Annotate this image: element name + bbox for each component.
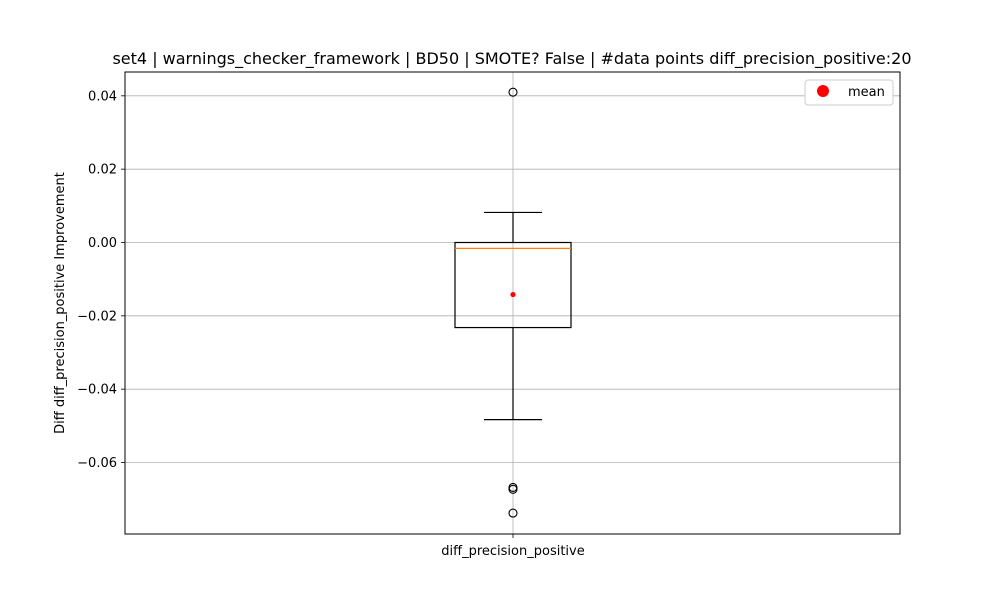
y-axis-ticks: 0.04 0.02 0.00 −0.02 −0.04 −0.06 [77,89,125,471]
interquartile-box [454,241,572,329]
legend: mean [804,79,894,106]
legend-mean-label: mean [848,85,885,100]
outlier-point [508,508,518,518]
outlier-point [508,484,518,494]
y-tick-label: −0.02 [77,309,117,324]
mean-point [510,291,516,298]
y-axis-label: Diff diff_precision_positive Improvement [53,172,68,434]
box-group [454,87,572,518]
x-tick-label: diff_precision_positive [441,544,584,559]
x-axis-ticks: diff_precision_positive [441,534,585,559]
outlier-point [508,87,518,97]
y-tick-label: −0.06 [77,456,117,471]
y-tick-label: 0.00 [88,236,117,251]
y-tick-label: 0.02 [88,163,117,178]
y-tick-label: 0.04 [88,89,117,104]
y-tick-label: −0.04 [77,383,117,398]
legend-frame [804,79,894,106]
legend-mean-marker [817,85,829,97]
grid-lines [125,72,900,534]
chart-title: set4 | warnings_checker_framework | BD50… [112,49,911,69]
plot-area-frame [124,71,901,535]
